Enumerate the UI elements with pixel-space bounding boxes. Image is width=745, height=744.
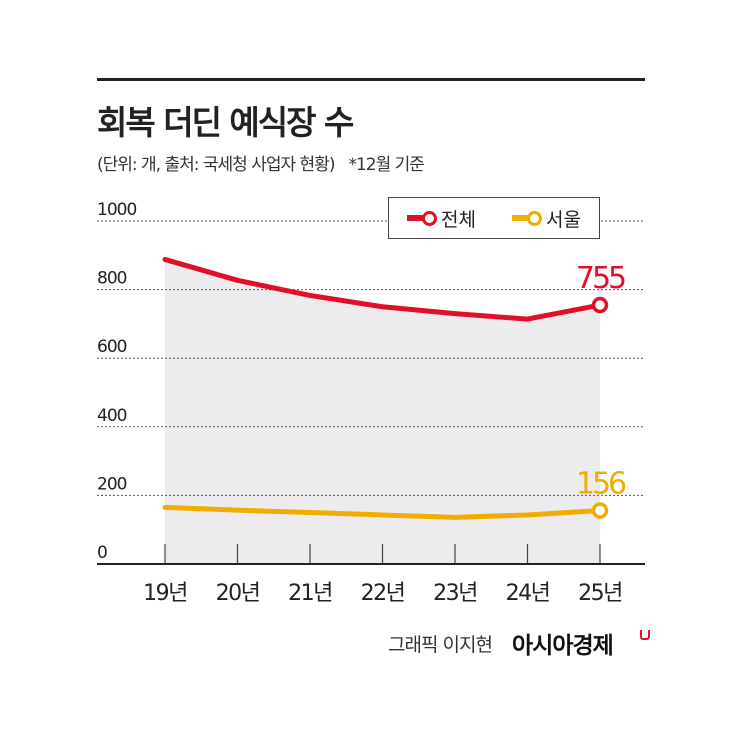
y-tick-label: 1000: [97, 200, 136, 220]
x-tick-label: 22년: [361, 581, 405, 606]
legend: 전체 서울: [388, 197, 600, 239]
area-fill: [165, 259, 600, 564]
end-value-label: 755: [576, 261, 625, 296]
x-tick-label: 25년: [578, 581, 622, 606]
chart-title: 회복 더딘 예식장 수: [97, 103, 354, 142]
y-tick-label: 200: [97, 474, 127, 494]
legend-label: 서울: [546, 208, 581, 231]
legend-item-seoul: 서울: [512, 205, 581, 232]
brand-mark-icon: [640, 630, 650, 640]
source-text: (단위: 개, 출처: 국세청 사업자 현황): [97, 155, 335, 175]
x-tick-label: 21년: [288, 581, 332, 606]
top-rule: [97, 78, 645, 81]
y-tick-label: 400: [97, 406, 127, 426]
y-tick-label: 0: [97, 543, 107, 563]
note-text: *12월 기준: [348, 155, 424, 175]
y-tick-label: 600: [97, 337, 127, 357]
yellow-marker-icon: [512, 211, 543, 226]
chart-subtitle: (단위: 개, 출처: 국세청 사업자 현황) *12월 기준: [97, 150, 425, 175]
end-point-marker: [591, 502, 609, 519]
credit: 그래픽 이지현: [388, 634, 493, 656]
x-tick-label: 23년: [433, 581, 477, 606]
x-tick-label: 24년: [506, 581, 550, 606]
y-tick-label: 800: [97, 269, 127, 289]
legend-item-total: 전체: [407, 205, 476, 232]
end-point-marker: [591, 296, 609, 314]
red-marker-icon: [407, 211, 438, 226]
x-tick-label: 19년: [143, 581, 187, 606]
x-tick-label: 20년: [216, 581, 260, 606]
end-value-label: 156: [576, 466, 626, 501]
brand-logo: 아시아경제: [512, 633, 614, 659]
legend-label: 전체: [441, 208, 476, 231]
